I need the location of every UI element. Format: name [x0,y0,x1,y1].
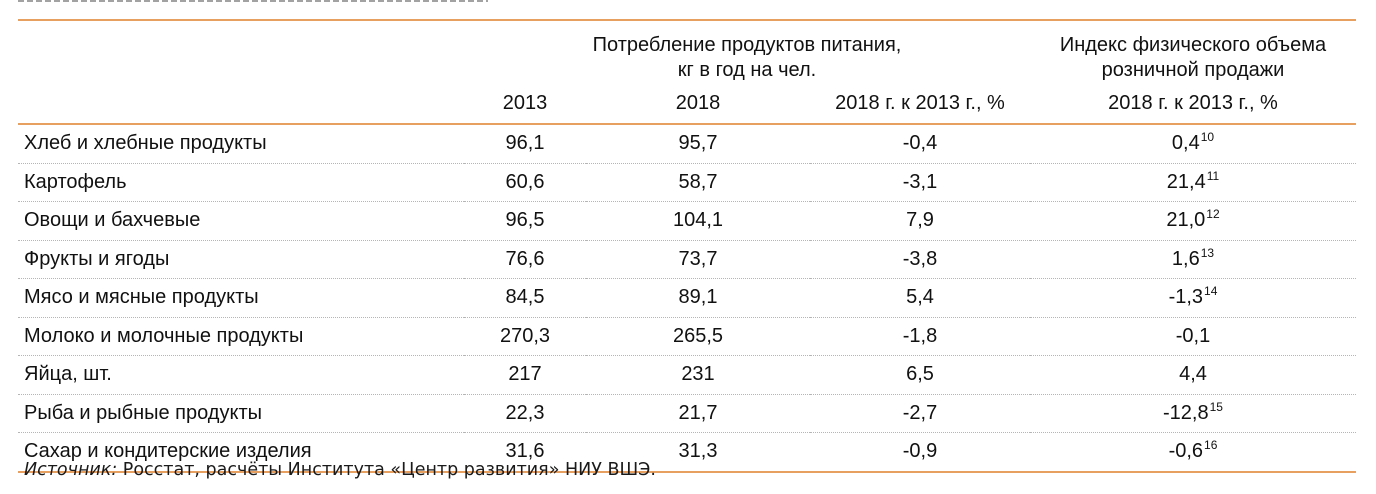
source-text: Росстат, расчёты Института «Центр развит… [117,460,656,480]
row-name: Рыба и рыбные продукты [18,394,464,433]
table-header: Потребление продуктов питания, кг в год … [18,19,1356,125]
index-value: 21,0 [1166,209,1206,232]
index-value: -0,1 [1175,324,1211,347]
footnote-ref: 14 [1204,284,1218,299]
col-header-change: 2018 г. к 2013 г., % [810,83,1030,125]
row-name: Молоко и молочные продукты [18,317,464,356]
table-row: Овощи и бахчевые 96,5 104,1 7,9 21,012 [18,201,1356,241]
cell-index: 21,411 [1030,163,1356,202]
cell-2013: 96,1 [464,124,586,164]
cell-2018: 95,7 [586,124,810,164]
table-row: Рыба и рыбные продукты 22,3 21,7 -2,7 -12,81… [18,394,1356,433]
footnote-ref: 11 [1206,168,1220,183]
consumption-group-line-1: Потребление продуктов питания, [592,34,902,56]
cell-2018: 231 [586,355,810,395]
index-value: 4,4 [1179,363,1207,386]
cell-2013: 84,5 [464,278,586,318]
cell-2013: 22,3 [464,394,586,433]
col-header-2013: 2013 [464,83,586,125]
cell-2018: 265,5 [586,317,810,356]
footnote-ref: 10 [1200,130,1215,145]
index-value: -12,8 [1163,401,1209,424]
footnote-ref: 16 [1204,438,1218,453]
index-group-line-2: розничной продажи [1101,59,1285,81]
cell-index: -0,1 [1030,317,1356,356]
consumption-group-line-2: кг в год на чел. [677,59,817,81]
row-name: Яйца, шт. [18,355,464,395]
table-row: Яйца, шт. 217 231 6,5 4,4 [18,355,1356,395]
cell-index: 4,4 [1030,355,1356,395]
header-blank [18,19,464,83]
cell-change: -3,8 [810,240,1030,279]
index-value: -1,3 [1168,286,1204,309]
row-name: Мясо и мясные продукты [18,278,464,318]
cell-2013: 76,6 [464,240,586,279]
row-name: Картофель [18,163,464,202]
table-row: Молоко и молочные продукты 270,3 265,5 -1,8… [18,317,1356,356]
cell-change: -0,4 [810,124,1030,164]
cell-index: 21,012 [1030,201,1356,241]
cell-2018: 21,7 [586,394,810,433]
row-name: Сахар и кондитерские изделия [18,432,464,473]
index-value: 21,4 [1166,170,1206,193]
row-name: Хлеб и хлебные продукты [18,124,464,164]
col-header-2018: 2018 [586,83,810,125]
cell-2018: 58,7 [586,163,810,202]
footnote-ref: 15 [1209,399,1223,414]
cell-2013: 217 [464,355,586,395]
row-name: Овощи и бахчевые [18,201,464,241]
index-value: 0,4 [1171,132,1200,155]
cell-2018: 104,1 [586,201,810,241]
index-group-header: Индекс физического объема розничной прод… [1030,19,1356,83]
index-value: 1,6 [1171,247,1200,270]
cell-change: 6,5 [810,355,1030,395]
table-row: Мясо и мясные продукты 84,5 89,1 5,4 -1,314 [18,278,1356,318]
footnote-ref: 12 [1206,207,1220,222]
cell-change: -0,9 [810,432,1030,473]
table-row: Картофель 60,6 58,7 -3,1 21,411 [18,163,1356,202]
source-note: Источник: Росстат, расчёты Института «Це… [24,460,656,480]
cell-2013: 31,6 [464,432,586,473]
table-row: Фрукты и ягоды 76,6 73,7 -3,8 1,613 [18,240,1356,279]
cell-2013: 60,6 [464,163,586,202]
cell-change: 5,4 [810,278,1030,318]
cropped-text-above [18,0,488,4]
cell-change: 7,9 [810,201,1030,241]
col-header-index: 2018 г. к 2013 г., % [1030,83,1356,125]
cell-change: -1,8 [810,317,1030,356]
table-body: Хлеб и хлебные продукты 96,1 95,7 -0,4 0,410… [18,124,1356,473]
cell-change: -3,1 [810,163,1030,202]
cell-2018: 89,1 [586,278,810,318]
cell-2018: 73,7 [586,240,810,279]
cell-2013: 270,3 [464,317,586,356]
cell-change: -2,7 [810,394,1030,433]
cell-2018: 31,3 [586,432,810,473]
cell-index: 1,613 [1030,240,1356,279]
table-row: Хлеб и хлебные продукты 96,1 95,7 -0,4 0,410 [18,124,1356,164]
consumption-table: Потребление продуктов питания, кг в год … [18,19,1356,473]
row-name: Фрукты и ягоды [18,240,464,279]
document-page: Потребление продуктов питания, кг в год … [18,0,1356,494]
cell-2013: 96,5 [464,201,586,241]
table-row: Сахар и кондитерские изделия 31,6 31,3 -0,9… [18,432,1356,473]
footnote-ref: 13 [1200,245,1215,260]
consumption-group-header: Потребление продуктов питания, кг в год … [464,19,1030,83]
cell-index: -12,815 [1030,394,1356,433]
index-value: -0,6 [1168,440,1204,463]
cell-index: 0,410 [1030,124,1356,164]
cell-index: -1,314 [1030,278,1356,318]
source-label: Источник: [24,460,118,480]
index-group-line-1: Индекс физического объема [1059,34,1327,56]
cell-index: -0,616 [1030,432,1356,473]
header-name-blank [18,83,464,125]
